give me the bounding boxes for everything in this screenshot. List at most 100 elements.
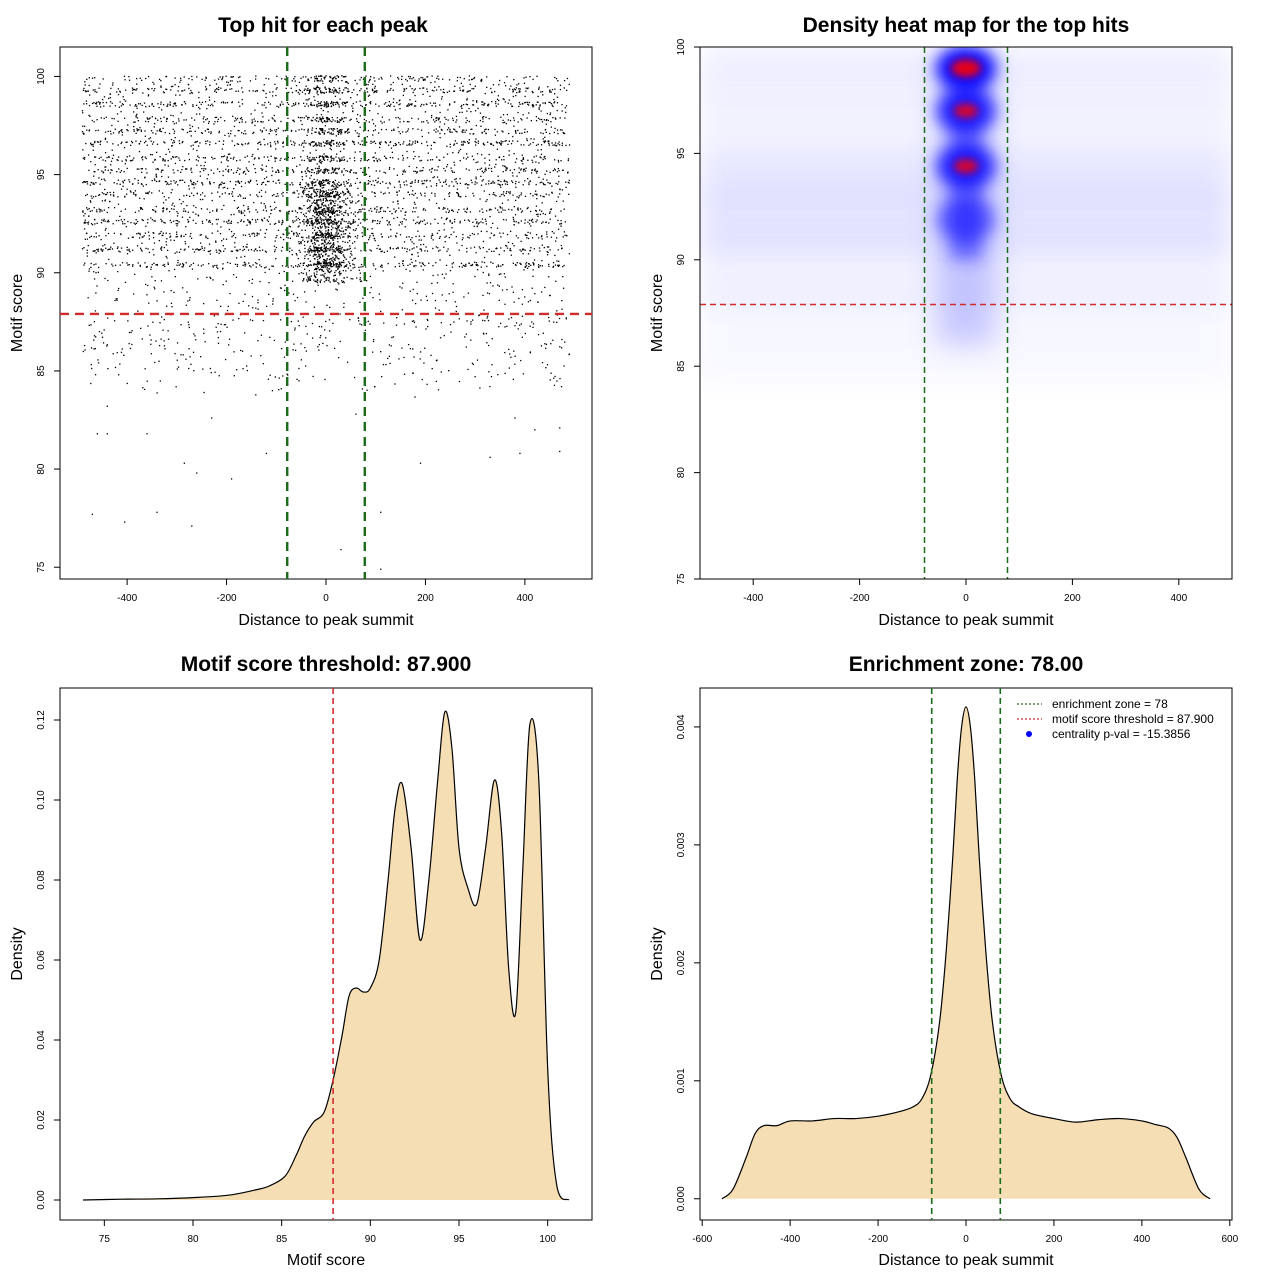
scatter-point	[542, 221, 544, 223]
scatter-point	[374, 90, 377, 92]
scatter-point	[246, 246, 248, 248]
scatter-point	[499, 206, 501, 208]
scatter-point	[322, 117, 325, 120]
scatter-point	[323, 211, 325, 213]
scatter-point	[322, 82, 324, 85]
scatter-point	[518, 197, 520, 199]
scatter-point	[425, 186, 428, 188]
scatter-point	[369, 78, 371, 81]
scatter-point	[567, 159, 569, 162]
scatter-point	[151, 87, 153, 90]
scatter-point	[360, 211, 362, 213]
scatter-point	[290, 140, 292, 142]
scatter-point	[309, 144, 312, 146]
scatter-point	[443, 229, 445, 231]
scatter-point	[303, 129, 305, 131]
scatter-point	[431, 89, 434, 92]
scatter-point	[89, 184, 92, 186]
scatter-point	[292, 221, 294, 224]
scatter-point	[212, 265, 214, 267]
scatter-point	[317, 220, 319, 222]
scatter-point	[338, 141, 341, 144]
scatter-point	[332, 140, 335, 142]
scatter-point	[160, 103, 162, 105]
scatter-point	[341, 129, 343, 131]
scatter-point	[178, 198, 181, 201]
scatter-point	[305, 85, 307, 87]
scatter-point	[327, 179, 329, 182]
scatter-point	[111, 263, 113, 265]
scatter-point	[330, 172, 333, 174]
scatter-point	[214, 264, 216, 267]
scatter-point	[512, 88, 514, 91]
scatter-point	[542, 102, 544, 104]
scatter-point	[195, 183, 197, 185]
scatter-point	[224, 102, 227, 104]
scatter-point	[348, 220, 350, 223]
scatter-point	[481, 154, 483, 156]
scatter-point	[137, 262, 139, 264]
scatter-point	[244, 293, 246, 295]
scatter-point	[98, 266, 100, 269]
scatter-point	[322, 234, 325, 236]
scatter-point	[522, 114, 524, 116]
scatter-point	[313, 189, 315, 191]
scatter-point	[320, 119, 323, 121]
scatter-point	[281, 219, 284, 222]
scatter-point	[465, 168, 468, 170]
scatter-point	[118, 132, 120, 134]
scatter-point	[93, 141, 96, 144]
scatter-point	[135, 103, 137, 106]
scatter-point	[332, 168, 334, 170]
scatter-point	[177, 85, 180, 88]
scatter-point	[162, 210, 164, 212]
scatter-point	[272, 118, 274, 120]
scatter-point	[499, 184, 501, 186]
scatter-point	[100, 106, 102, 108]
scatter-point	[558, 181, 560, 183]
scatter-point	[401, 173, 404, 175]
scatter-point	[434, 307, 437, 309]
scatter-point	[424, 195, 426, 197]
scatter-point	[233, 233, 235, 235]
scatter-point	[334, 101, 336, 104]
scatter-point	[423, 219, 425, 221]
scatter-point	[392, 101, 394, 104]
scatter-point	[453, 128, 455, 130]
scatter-point	[197, 145, 200, 147]
scatter-point	[247, 208, 250, 210]
scatter-point	[480, 79, 482, 82]
scatter-point	[157, 119, 159, 121]
scatter-point	[413, 247, 415, 249]
scatter-point	[554, 169, 556, 171]
scatter-point	[318, 156, 320, 159]
scatter-point	[538, 107, 540, 109]
scatter-point	[476, 221, 478, 223]
scatter-point	[244, 234, 247, 236]
scatter-point	[417, 230, 419, 232]
scatter-point	[454, 140, 457, 142]
scatter-point	[474, 144, 477, 146]
scatter-point	[335, 223, 337, 225]
scatter-point	[235, 90, 237, 93]
scatter-point	[346, 191, 349, 193]
scatter-point	[275, 257, 277, 260]
scatter-point	[337, 232, 340, 234]
scatter-point	[262, 121, 264, 123]
scatter-point	[503, 195, 506, 197]
scatter-point	[513, 125, 515, 127]
scatter-point	[263, 104, 265, 106]
scatter-point	[93, 218, 96, 221]
scatter-point	[105, 166, 107, 168]
scatter-point	[327, 111, 329, 113]
scatter-point	[354, 215, 357, 217]
scatter-point	[96, 222, 98, 225]
scatter-point	[365, 198, 368, 200]
scatter-point	[553, 232, 555, 234]
scatter-point	[422, 87, 425, 89]
scatter-point	[310, 204, 312, 207]
scatter-point	[350, 183, 352, 185]
scatter-point	[86, 207, 88, 209]
scatter-point	[147, 87, 149, 90]
scatter-point	[355, 101, 358, 103]
